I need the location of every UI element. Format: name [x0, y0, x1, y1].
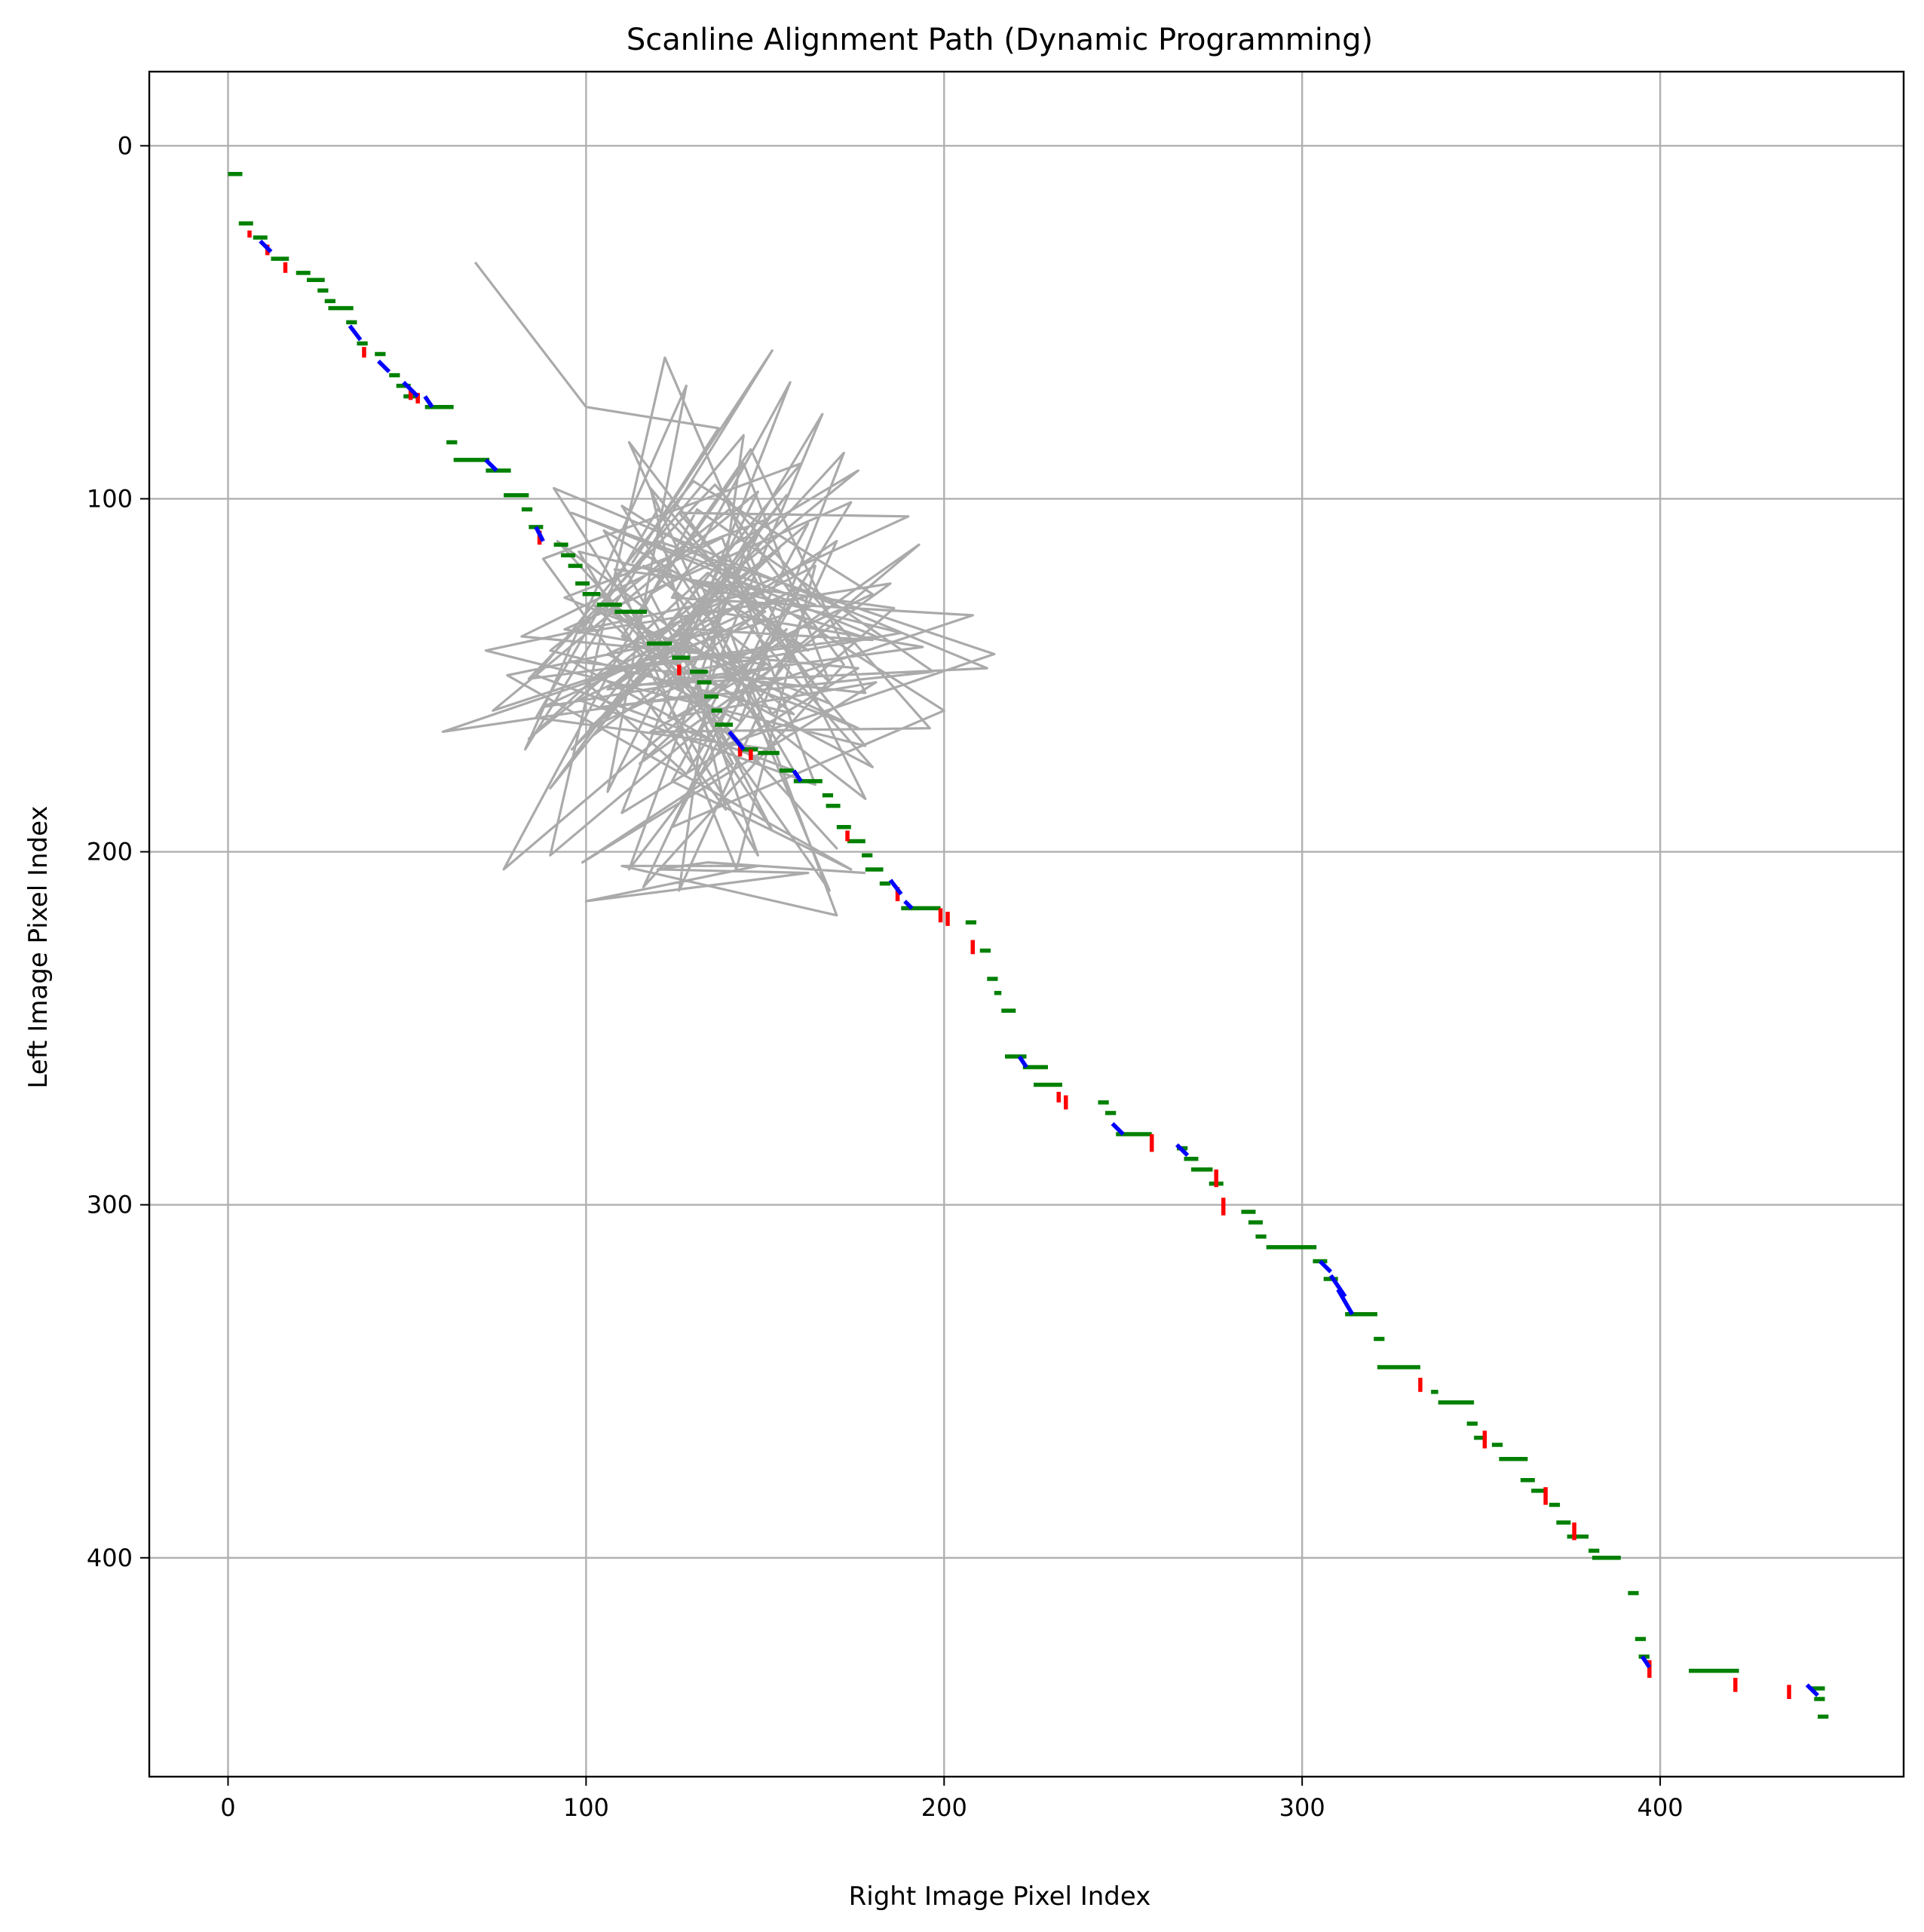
axis-ticks: 0 100 200 300 400 0 100 200 300 400	[87, 131, 1684, 1822]
diagonal-step-mark	[1111, 1122, 1125, 1136]
diagonal-step-mark	[402, 380, 420, 398]
x-tick-label: 100	[563, 1793, 609, 1822]
diagonal-step-mark	[259, 239, 273, 253]
diagonal-step-mark	[484, 458, 498, 472]
diagonal-step-mark	[728, 730, 746, 751]
y-axis-label: Left Image Pixel Index	[23, 805, 54, 1088]
y-tick-label: 200	[87, 838, 133, 866]
x-tick-label: 400	[1638, 1793, 1684, 1822]
diagonal-step-mark	[1328, 1274, 1347, 1298]
diagonal-step-mark	[1805, 1683, 1819, 1697]
y-tick-label: 0	[118, 131, 133, 160]
chart-title: Scanline Alignment Path (Dynamic Program…	[627, 23, 1373, 57]
diagonal-step-mark	[1336, 1288, 1355, 1316]
diagonal-step-mark	[1175, 1143, 1190, 1158]
x-tick-label: 200	[921, 1793, 967, 1822]
diagonal-step-mark	[423, 395, 434, 409]
diagonal-step-mark	[1017, 1055, 1028, 1069]
diagonal-step-mark	[888, 879, 903, 896]
x-tick-label: 300	[1279, 1793, 1325, 1822]
diagonal-step-mark	[792, 769, 803, 783]
diagonal-step-mark	[534, 526, 545, 542]
diagonal-step-mark	[1641, 1655, 1652, 1669]
y-tick-label: 100	[87, 484, 133, 513]
diagonal-step-mark	[903, 900, 914, 910]
x-axis-label: Right Image Pixel Index	[849, 1881, 1151, 1912]
diagonal-step-mark	[348, 324, 363, 342]
diagonal-step-mark	[377, 359, 391, 373]
y-tick-label: 300	[87, 1191, 133, 1219]
axes-frame	[148, 70, 1905, 1778]
y-tick-label: 400	[87, 1544, 133, 1572]
x-tick-label: 0	[220, 1793, 235, 1822]
diagonal-step-mark	[1318, 1259, 1333, 1274]
plot-content	[228, 172, 1829, 1719]
noise-path-line	[441, 261, 996, 917]
